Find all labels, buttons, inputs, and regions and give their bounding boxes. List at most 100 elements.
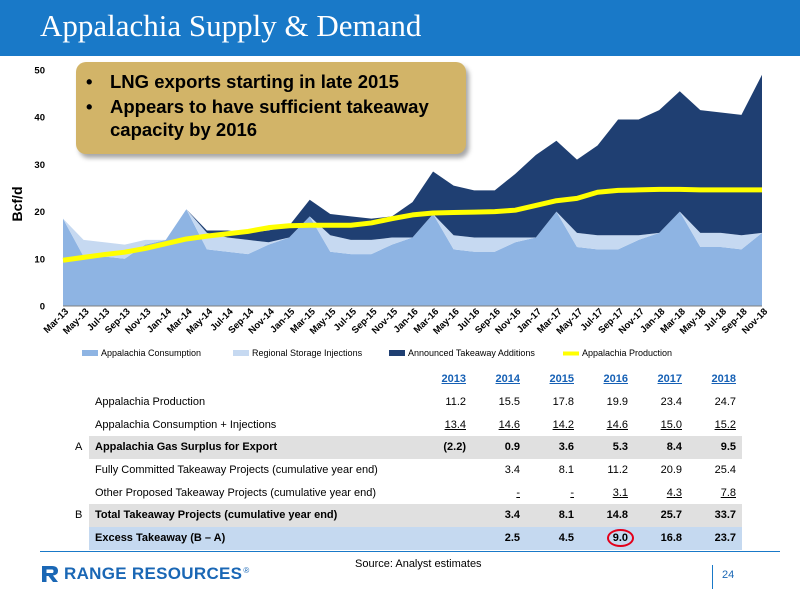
table-cell: 19.9 [606,396,628,409]
bullet-dot-icon: • [86,71,93,92]
callout-bullet: • LNG exports starting in late 2015 [86,70,454,93]
page-number-divider [712,565,713,589]
table-cell: 14.2 [552,418,574,431]
table-cell: 20.9 [660,464,682,477]
logo-trademark: ® [243,565,250,575]
area-series-2 [63,74,762,245]
callout-box: • LNG exports starting in late 2015 • Ap… [76,62,466,154]
row-marker [72,413,89,436]
table-row: Fully Committed Takeaway Projects (cumul… [72,459,742,482]
table-cell: - [516,486,520,499]
year-header: 2017 [657,373,682,386]
table-cell: 8.1 [558,509,574,522]
year-header: 2015 [549,373,574,386]
legend-label: Announced Takeaway Additions [408,348,535,358]
table-cell: 5.3 [612,441,628,454]
production-line [62,186,762,263]
table-cell: 4.5 [558,532,574,545]
row-label: Appalachia Consumption + Injections [95,418,277,431]
table-row: Appalachia Production 11.2 15.5 17.8 19.9 23.… [72,391,742,414]
y-tick-label: 0 [40,302,45,313]
table-cell: 15.5 [498,396,520,409]
table-cell: 7.8 [720,486,736,499]
table-cell: 9.0 [606,529,634,548]
table-cell: 3.1 [612,486,628,499]
legend-swatch [82,350,98,356]
callout-bullet-text: LNG exports starting in late 2015 [110,71,399,92]
table-cell: 24.7 [714,396,736,409]
footer-divider [40,551,780,552]
y-tick-label: 20 [34,207,45,218]
table-row: B Total Takeaway Projects (cumulative yea… [72,504,742,527]
table-cell: 15.0 [660,418,682,431]
legend-swatch [233,350,249,356]
slide-title: Appalachia Supply & Demand [40,8,422,43]
legend-label: Appalachia Production [582,348,672,358]
table-cell: 25.4 [714,464,736,477]
table-row: Excess Takeaway (B – A) 2.5 4.5 9.0 16.8 23.7 [72,526,742,550]
table-cell: 14.6 [606,418,628,431]
row-label: Appalachia Gas Surplus for Export [89,436,418,459]
table-cell: - [570,486,574,499]
legend-label: Regional Storage Injections [252,348,363,358]
table-cell: 23.4 [660,396,682,409]
table-cell: 4.3 [666,486,682,499]
table-cell: 2.5 [504,532,520,545]
table-cell: 11.2 [607,464,628,477]
table-row: Other Proposed Takeaway Projects (cumula… [72,481,742,504]
row-marker: B [72,504,89,527]
table-cell: 11.2 [445,396,466,409]
row-label: Fully Committed Takeaway Projects (cumul… [95,464,378,477]
row-marker [72,526,89,550]
row-marker: A [72,436,89,459]
table-cell: 15.2 [714,418,736,431]
y-axis-title: Bcf/d [9,187,25,222]
table-cell: 3.6 [558,441,574,454]
y-tick-label: 40 [34,113,45,124]
legend-swatch [563,351,579,356]
legend-swatch [389,350,405,356]
supply-demand-table: 2013 2014 2015 2016 2017 2018 Appalachia… [72,368,742,550]
table-cell: 9.5 [720,441,736,454]
table-cell: 14.6 [498,418,520,431]
table-header-row: 2013 2014 2015 2016 2017 2018 [72,368,742,391]
table-cell: 14.8 [606,509,628,522]
legend-label: Appalachia Consumption [101,348,201,358]
table-cell: 3.4 [504,464,520,477]
year-header: 2013 [441,373,466,386]
y-tick-label: 30 [34,160,45,171]
title-bar: Appalachia Supply & Demand [0,0,800,56]
table-cell: 23.7 [714,532,736,545]
range-logo-icon [42,566,58,582]
area-series-0 [63,209,762,306]
y-tick-label: 10 [34,254,45,265]
row-marker [72,481,89,504]
y-tick-label: 50 [34,66,45,77]
callout-bullet: • Appears to have sufficient takeaway ca… [86,95,454,141]
table-cell: (2.2) [443,441,466,454]
row-label: Appalachia Production [95,396,206,409]
row-marker [72,459,89,482]
page-number: 24 [722,569,735,581]
table-cell: 25.7 [660,509,682,522]
year-header: 2016 [603,373,628,386]
area-series-1 [63,209,762,259]
table-cell: 13.4 [444,418,466,431]
table-cell: 33.7 [714,509,736,522]
table-row: A Appalachia Gas Surplus for Export (2.2) 0… [72,436,742,459]
table-cell: 8.4 [666,441,682,454]
table-cell: 17.8 [552,396,574,409]
year-header: 2018 [711,373,736,386]
row-label: Other Proposed Takeaway Projects (cumula… [95,486,377,499]
row-label: Total Takeaway Projects (cumulative year… [89,504,418,527]
table-cell: 3.4 [504,509,520,522]
logo-wordmark: RANGE RESOURCES [64,564,243,583]
source-note: Source: Analyst estimates [355,558,482,570]
table-row: Appalachia Consumption + Injections 13.4 1… [72,413,742,436]
table-cell: 16.8 [660,532,682,545]
company-logo: RANGE RESOURCES ® [40,564,249,584]
row-marker [72,391,89,414]
year-header: 2014 [495,373,520,386]
row-label: Excess Takeaway (B – A) [89,526,418,550]
